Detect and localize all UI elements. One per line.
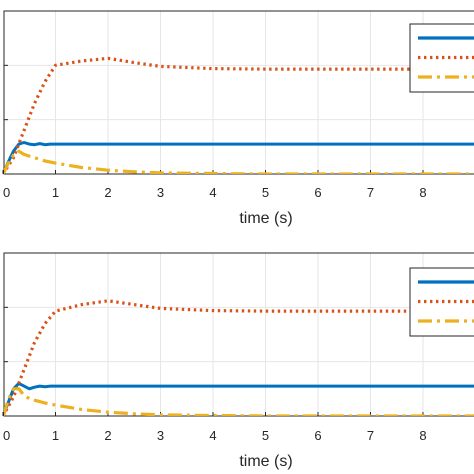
x-tick-label: 1 — [52, 185, 59, 200]
axes-box — [3, 252, 474, 417]
x-tick-label: 4 — [209, 428, 216, 443]
x-tick-label: 8 — [419, 428, 426, 443]
axes-box — [3, 10, 474, 175]
x-axis-label: time (s) — [239, 453, 292, 470]
x-tick-label: 1 — [52, 428, 59, 443]
x-tick-label: 8 — [419, 185, 426, 200]
x-tick-label: 2 — [104, 185, 111, 200]
top-chart-panel: 0 1 2 3 4 5 6 7 8 time (s) — [2, 10, 474, 227]
series-line-2 — [4, 56, 474, 174]
series-line-1 — [4, 141, 474, 174]
legend-box — [409, 23, 474, 93]
x-tick-label: 3 — [157, 428, 164, 443]
x-tick-label: 6 — [314, 428, 321, 443]
series-line-3 — [4, 149, 474, 174]
series-line-1 — [4, 381, 474, 416]
x-tick-label: 0 — [3, 428, 10, 443]
x-tick-label: 5 — [262, 428, 269, 443]
series-line-3 — [4, 387, 474, 416]
x-tick-label: 6 — [314, 185, 321, 200]
x-tick-label: 7 — [367, 185, 374, 200]
x-tick-label: 5 — [262, 185, 269, 200]
x-axis-label: time (s) — [239, 210, 292, 227]
x-tick-label: 2 — [104, 428, 111, 443]
x-tick-label: 7 — [367, 428, 374, 443]
bottom-chart-panel: 0 1 2 3 4 5 6 7 8 time (s) — [2, 252, 474, 470]
x-tick-label: 3 — [157, 185, 164, 200]
x-tick-label: 0 — [3, 185, 10, 200]
x-tick-label: 4 — [209, 185, 216, 200]
series-line-2 — [4, 299, 474, 416]
